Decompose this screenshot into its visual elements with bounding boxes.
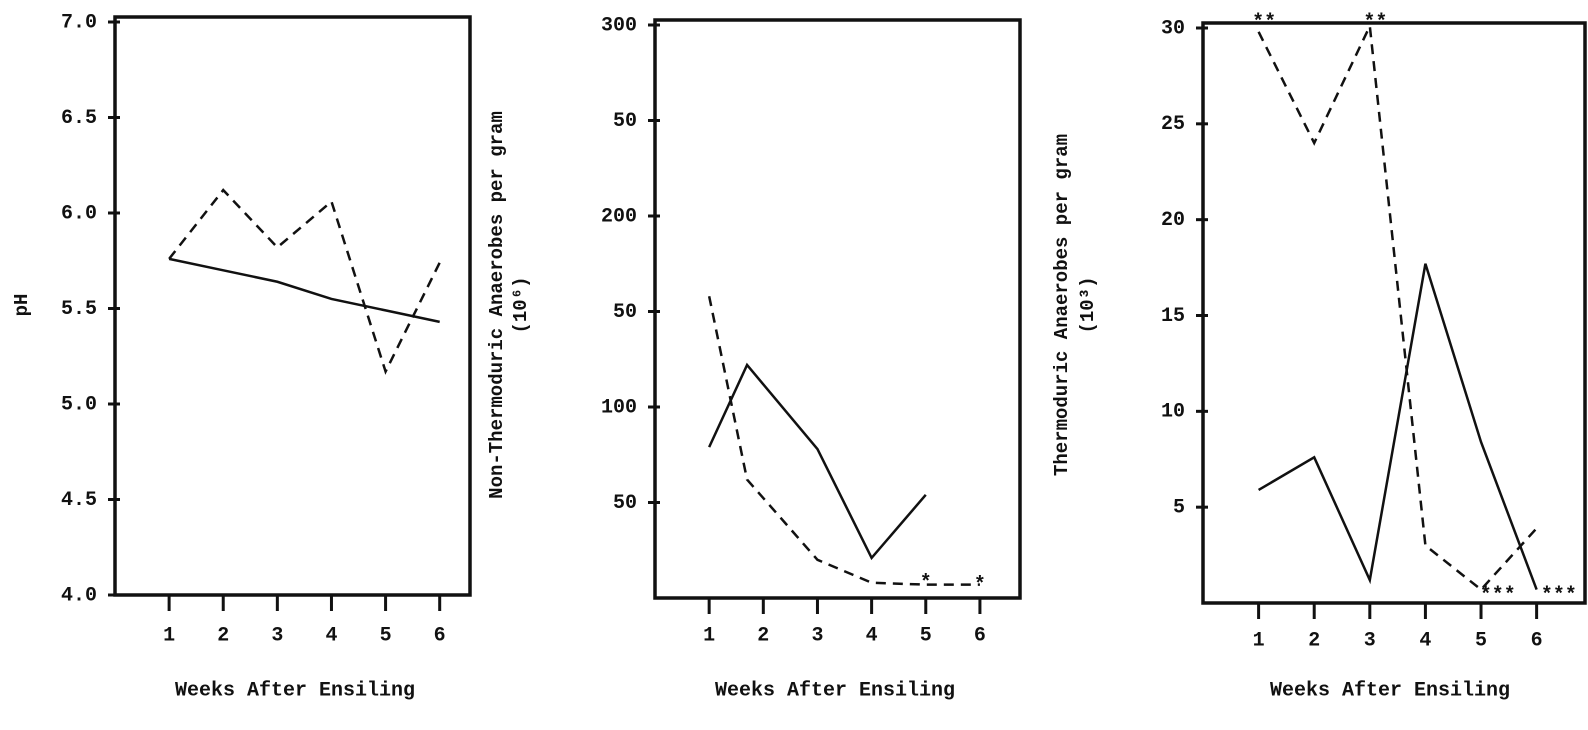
y-tick-label: 6.0 <box>61 202 97 225</box>
y-tick-label: 200 <box>601 205 637 228</box>
x-tick-label: 2 <box>1308 629 1320 652</box>
y-tick-label: 6.5 <box>61 107 97 130</box>
y-tick-label: 30 <box>1161 17 1185 40</box>
annotation: * <box>974 574 986 597</box>
data-line <box>1257 21 1538 592</box>
y-tick-label: 5 <box>1173 496 1185 519</box>
x-tick-label: 5 <box>920 624 932 647</box>
x-tick-label: 2 <box>217 624 229 647</box>
y-tick-label: 25 <box>1161 113 1185 136</box>
y-axis-label: Non-Thermoduric Anaerobes per gram <box>486 111 508 499</box>
annotation: *** <box>1480 585 1516 608</box>
plot-frame <box>1201 21 1587 605</box>
y-tick-label: 10 <box>1161 401 1185 424</box>
annotation: *** <box>1541 585 1577 608</box>
x-axis-label: Weeks After Ensiling <box>1270 679 1510 702</box>
data-line <box>168 257 440 324</box>
y-axis-label: pH <box>11 294 33 317</box>
x-tick-label: 1 <box>163 624 175 647</box>
x-tick-label: 4 <box>1419 629 1431 652</box>
y-axis-label: Thermoduric Anaerobes per gram <box>1051 134 1073 476</box>
y-tick-label: 4.5 <box>61 489 97 512</box>
y-tick-label: 50 <box>613 301 637 324</box>
plot-frame <box>653 18 1022 600</box>
x-tick-label: 6 <box>1531 629 1543 652</box>
y-axis-label: (10⁶) <box>510 276 532 333</box>
annotation: * <box>920 572 932 595</box>
annotation: ** <box>1252 12 1276 35</box>
x-tick-label: 4 <box>325 624 337 647</box>
annotation: ** <box>1363 12 1387 35</box>
data-line <box>168 188 441 375</box>
x-tick-label: 1 <box>1253 629 1265 652</box>
x-tick-label: 3 <box>271 624 283 647</box>
x-tick-label: 3 <box>1364 629 1376 652</box>
x-tick-label: 4 <box>866 624 878 647</box>
x-axis-label: Weeks After Ensiling <box>715 679 955 702</box>
x-axis-label: Weeks After Ensiling <box>175 679 415 702</box>
y-tick-label: 100 <box>601 396 637 419</box>
x-tick-label: 5 <box>1475 629 1487 652</box>
x-tick-label: 6 <box>434 624 446 647</box>
data-line <box>708 362 927 561</box>
x-tick-label: 1 <box>703 624 715 647</box>
y-tick-label: 15 <box>1161 305 1185 328</box>
data-line <box>707 295 980 586</box>
plot-frame <box>113 15 472 597</box>
x-tick-label: 6 <box>974 624 986 647</box>
y-tick-label: 7.0 <box>61 11 97 34</box>
x-tick-label: 3 <box>811 624 823 647</box>
y-tick-label: 5.5 <box>61 298 97 321</box>
data-line <box>1257 263 1538 591</box>
y-tick-label: 300 <box>601 14 637 37</box>
x-tick-label: 2 <box>757 624 769 647</box>
y-tick-label: 20 <box>1161 209 1185 232</box>
y-tick-label: 4.0 <box>61 584 97 607</box>
y-tick-label: 5.0 <box>61 393 97 416</box>
y-tick-label: 50 <box>613 110 637 133</box>
y-axis-label: (10³) <box>1077 276 1099 333</box>
y-tick-label: 50 <box>613 492 637 515</box>
x-tick-label: 5 <box>380 624 392 647</box>
